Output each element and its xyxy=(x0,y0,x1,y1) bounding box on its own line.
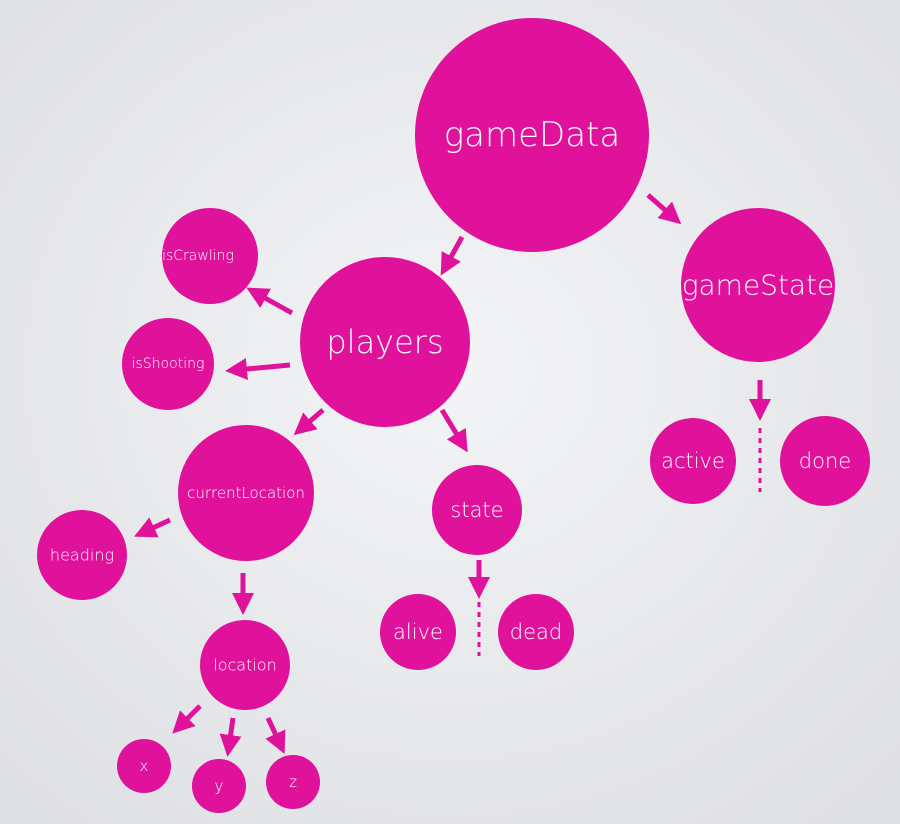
arrow xyxy=(265,716,286,754)
node-label: isCrawling xyxy=(162,248,234,264)
node xyxy=(266,755,320,809)
node-label: done xyxy=(799,449,851,473)
node-label: players xyxy=(326,323,443,361)
node-label: currentLocation xyxy=(187,484,305,502)
node-label: alive xyxy=(393,620,443,644)
node xyxy=(432,465,522,555)
node-label: dead xyxy=(510,620,562,644)
node-label: y xyxy=(215,777,224,795)
node xyxy=(498,594,574,670)
node xyxy=(117,739,171,793)
node-label: heading xyxy=(50,546,114,565)
arrow xyxy=(219,717,242,757)
node-label: location xyxy=(213,656,276,675)
arrow xyxy=(134,517,172,538)
node-label: state xyxy=(450,498,503,522)
node-label: x xyxy=(140,757,149,775)
node xyxy=(162,208,258,304)
arrow xyxy=(293,408,325,436)
arrow xyxy=(646,193,682,225)
node-label: isShooting xyxy=(132,356,205,372)
node xyxy=(650,418,736,504)
arrow xyxy=(246,287,294,316)
node xyxy=(300,257,470,427)
node xyxy=(200,620,290,710)
node xyxy=(681,208,835,362)
arrow xyxy=(225,358,291,380)
node-label: gameState xyxy=(682,269,835,302)
node xyxy=(37,510,127,600)
node xyxy=(780,416,870,506)
arrows xyxy=(134,193,772,757)
arrow xyxy=(172,704,202,734)
node xyxy=(192,759,246,813)
arrow xyxy=(440,235,465,276)
arrow xyxy=(439,408,468,453)
node-label: z xyxy=(289,773,297,791)
node xyxy=(415,18,649,252)
node xyxy=(380,594,456,670)
nodes: gameData gameState players isCrawling is… xyxy=(37,18,870,813)
node-label: active xyxy=(661,449,725,473)
node xyxy=(122,318,214,410)
node-label: gameData xyxy=(444,115,620,155)
node xyxy=(178,425,314,561)
